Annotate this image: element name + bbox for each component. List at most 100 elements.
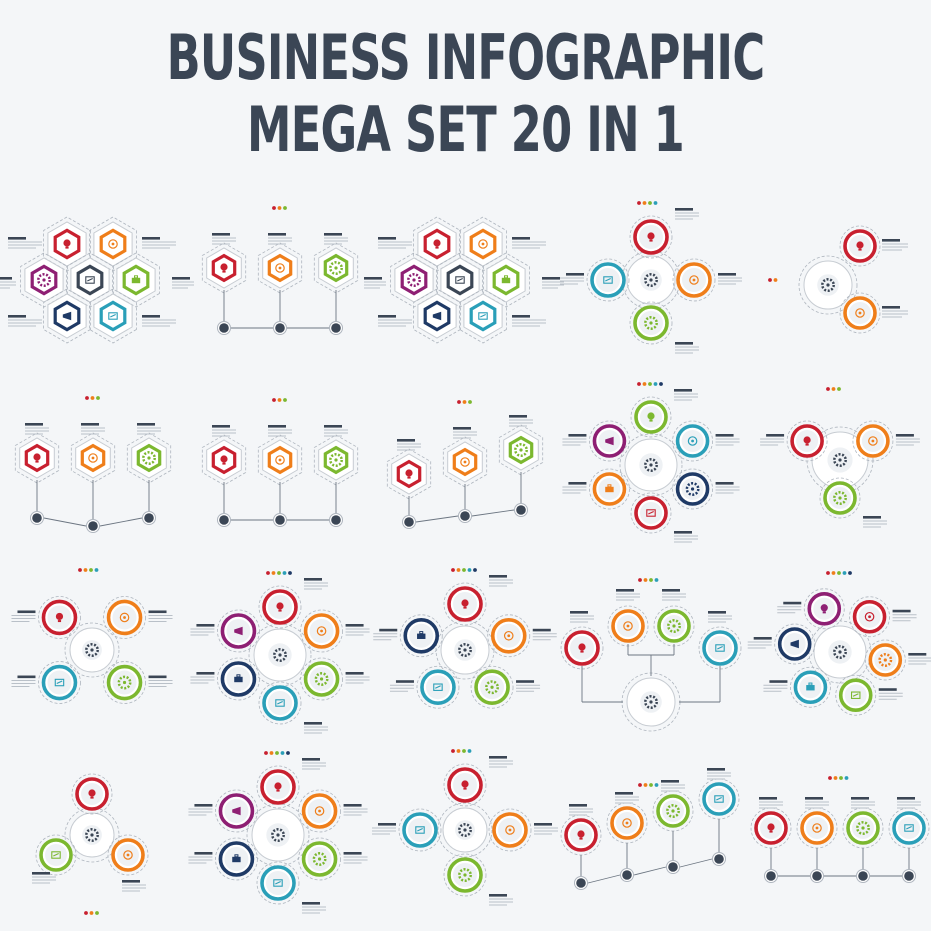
ring-guide (217, 609, 260, 653)
step-ring (611, 609, 645, 643)
gear-icon (312, 852, 327, 866)
briefcase-handle (504, 275, 508, 279)
gear-icon (833, 645, 847, 659)
step-heading (674, 531, 692, 534)
step-heading (895, 434, 914, 437)
target-center (692, 278, 696, 282)
step-heading (379, 628, 398, 632)
ring-guide (487, 614, 531, 658)
gear-hub (334, 266, 338, 270)
step-ring (807, 591, 842, 626)
gear-icon (458, 643, 472, 657)
bulb-base (276, 789, 280, 792)
light-bulb-icon (577, 830, 585, 838)
step-marker-letter: B (463, 512, 468, 520)
color-dot (272, 206, 276, 210)
gear-hub (490, 685, 494, 689)
target-icon (622, 818, 632, 828)
gear-icon (85, 643, 99, 657)
chart-line (852, 693, 859, 697)
step-heading (675, 342, 693, 345)
megaphone-icon (605, 436, 614, 446)
step-hexagon (469, 228, 497, 260)
color-dot (451, 749, 455, 753)
megaphone-icon (62, 311, 72, 321)
step-heading (17, 675, 36, 679)
gear-icon (329, 261, 343, 275)
color-dot (89, 911, 94, 915)
gear-icon (856, 821, 870, 835)
step-hexagon (211, 253, 237, 283)
step-heading (542, 277, 560, 280)
step-ring (754, 811, 788, 845)
step-heading (615, 792, 633, 795)
gear-icon (273, 648, 287, 662)
ring-guide (215, 789, 258, 833)
step-ring (852, 599, 887, 634)
thumbnail-tree-rings (560, 578, 742, 732)
color-dot (275, 751, 279, 755)
gear-hub (122, 680, 127, 685)
chart-line (480, 314, 486, 318)
target-center (625, 821, 629, 825)
color-dot (642, 382, 647, 386)
color-dot (95, 911, 99, 915)
target-icon (503, 630, 514, 641)
step-ring (39, 838, 73, 872)
step-heading (766, 434, 785, 437)
target-center (111, 242, 115, 246)
step-marker-letter: B (91, 522, 96, 530)
target-icon (275, 263, 285, 273)
thumbnail-hub-six-rings (562, 382, 740, 543)
step-heading (568, 434, 587, 437)
chart-line (56, 680, 63, 685)
color-dot (277, 206, 282, 210)
step-ring (492, 812, 528, 848)
step-hexagon (508, 435, 534, 465)
connector-line (679, 858, 713, 868)
target-icon (855, 308, 865, 318)
step-heading (345, 624, 364, 627)
step-heading (324, 425, 342, 428)
step-heading (675, 208, 693, 211)
step-hexagon (423, 228, 451, 260)
color-dot (833, 776, 838, 780)
step-heading (878, 688, 897, 691)
light-bulb-icon (820, 604, 828, 612)
gear-hub (90, 648, 94, 652)
color-dot (456, 568, 461, 572)
step-heading (302, 902, 320, 905)
ring-guide (630, 492, 672, 534)
light-bulb-icon (856, 241, 864, 249)
color-dot (637, 201, 641, 205)
target-center (626, 624, 630, 628)
gear-hub (671, 809, 675, 813)
target-icon (314, 806, 325, 816)
step-heading (674, 389, 692, 392)
step-hexagon (99, 300, 127, 332)
step-heading (0, 277, 12, 280)
step-ring (218, 841, 255, 877)
bulb-base (65, 246, 69, 249)
color-dot (648, 201, 652, 205)
step-heading (715, 482, 734, 485)
light-bulb-icon (276, 602, 284, 610)
briefcase-icon (605, 486, 614, 493)
step-ring (793, 670, 828, 705)
step-ring (260, 865, 296, 901)
gear-hub (838, 650, 842, 654)
bulb-base (407, 476, 411, 479)
step-ring (843, 229, 877, 263)
step-marker-letter: C (147, 514, 152, 522)
step-hexagon (267, 253, 293, 283)
gear-icon (821, 278, 835, 292)
step-heading (196, 624, 215, 627)
bulb-base (805, 443, 809, 446)
step-ring (41, 664, 78, 701)
ring-guide (217, 657, 260, 701)
step-heading (568, 482, 587, 485)
gear-icon (458, 868, 472, 882)
step-ring (702, 782, 736, 816)
step-ring (564, 630, 600, 666)
chart-icon (715, 644, 725, 652)
